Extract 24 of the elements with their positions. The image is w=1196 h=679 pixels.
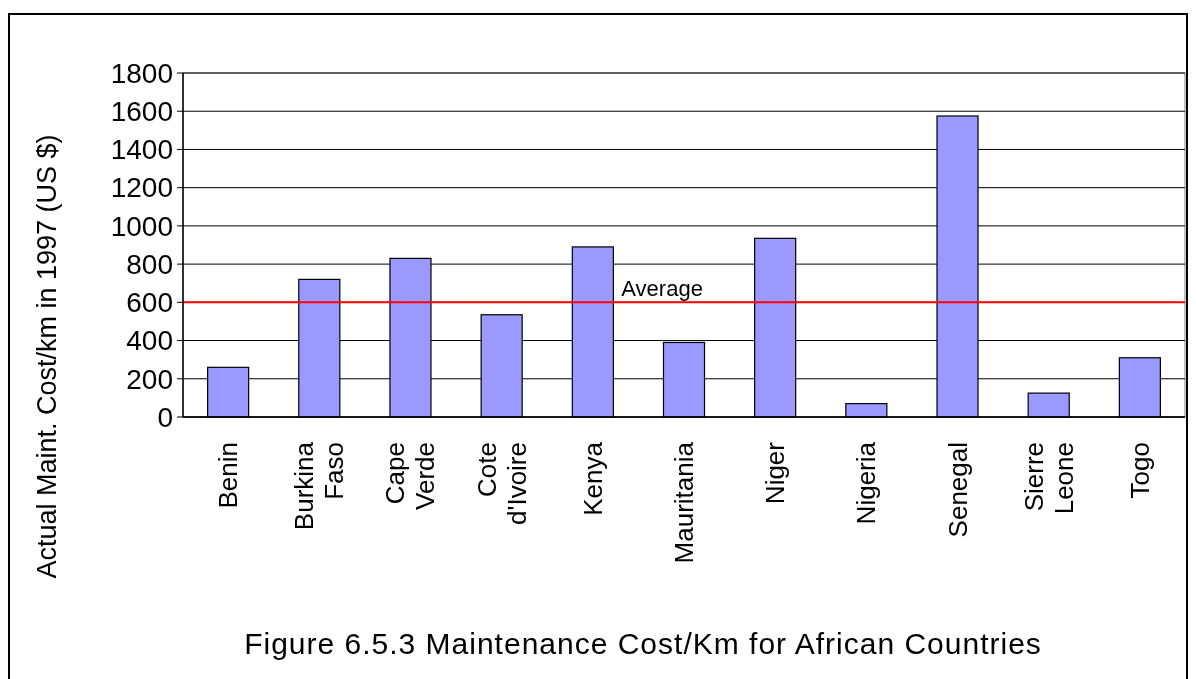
y-tick-label: 1800 <box>110 57 173 89</box>
y-tick-label: 0 <box>157 401 173 433</box>
x-tick-label: Kenya <box>577 441 608 516</box>
x-tick-label: Burkina Faso <box>289 441 350 531</box>
y-tick-label: 600 <box>126 287 173 319</box>
x-tick-label: Niger <box>760 441 791 505</box>
y-tick-label: 400 <box>126 325 173 357</box>
y-tick-label: 1400 <box>110 134 173 166</box>
y-tick-label: 1000 <box>110 210 173 242</box>
ref-line-label: Average <box>621 276 703 302</box>
x-tick-label: Mauritania <box>669 441 699 564</box>
y-tick-label: 1600 <box>110 96 173 128</box>
x-tick-label: Sierre Leone <box>1018 442 1079 515</box>
x-tick-label: Benin <box>213 442 244 509</box>
x-tick-label: Cote d'Ivoire <box>471 442 532 526</box>
y-axis-title: Actual Maint. Cost/km in 1997 (US $) <box>32 134 62 579</box>
x-tick-label: Cape Verde <box>380 442 441 510</box>
y-tick-label: 1200 <box>110 172 173 204</box>
x-tick-label: Togo <box>1124 442 1155 499</box>
x-tick-label: Senegal <box>942 442 973 538</box>
y-tick-label: 200 <box>126 363 173 395</box>
y-tick-label: 800 <box>126 248 173 280</box>
text: Figure 6.5.3 Maintenance Cost/Km for African Countries <box>244 627 1042 660</box>
x-tick-label: Nigeria <box>851 441 882 525</box>
